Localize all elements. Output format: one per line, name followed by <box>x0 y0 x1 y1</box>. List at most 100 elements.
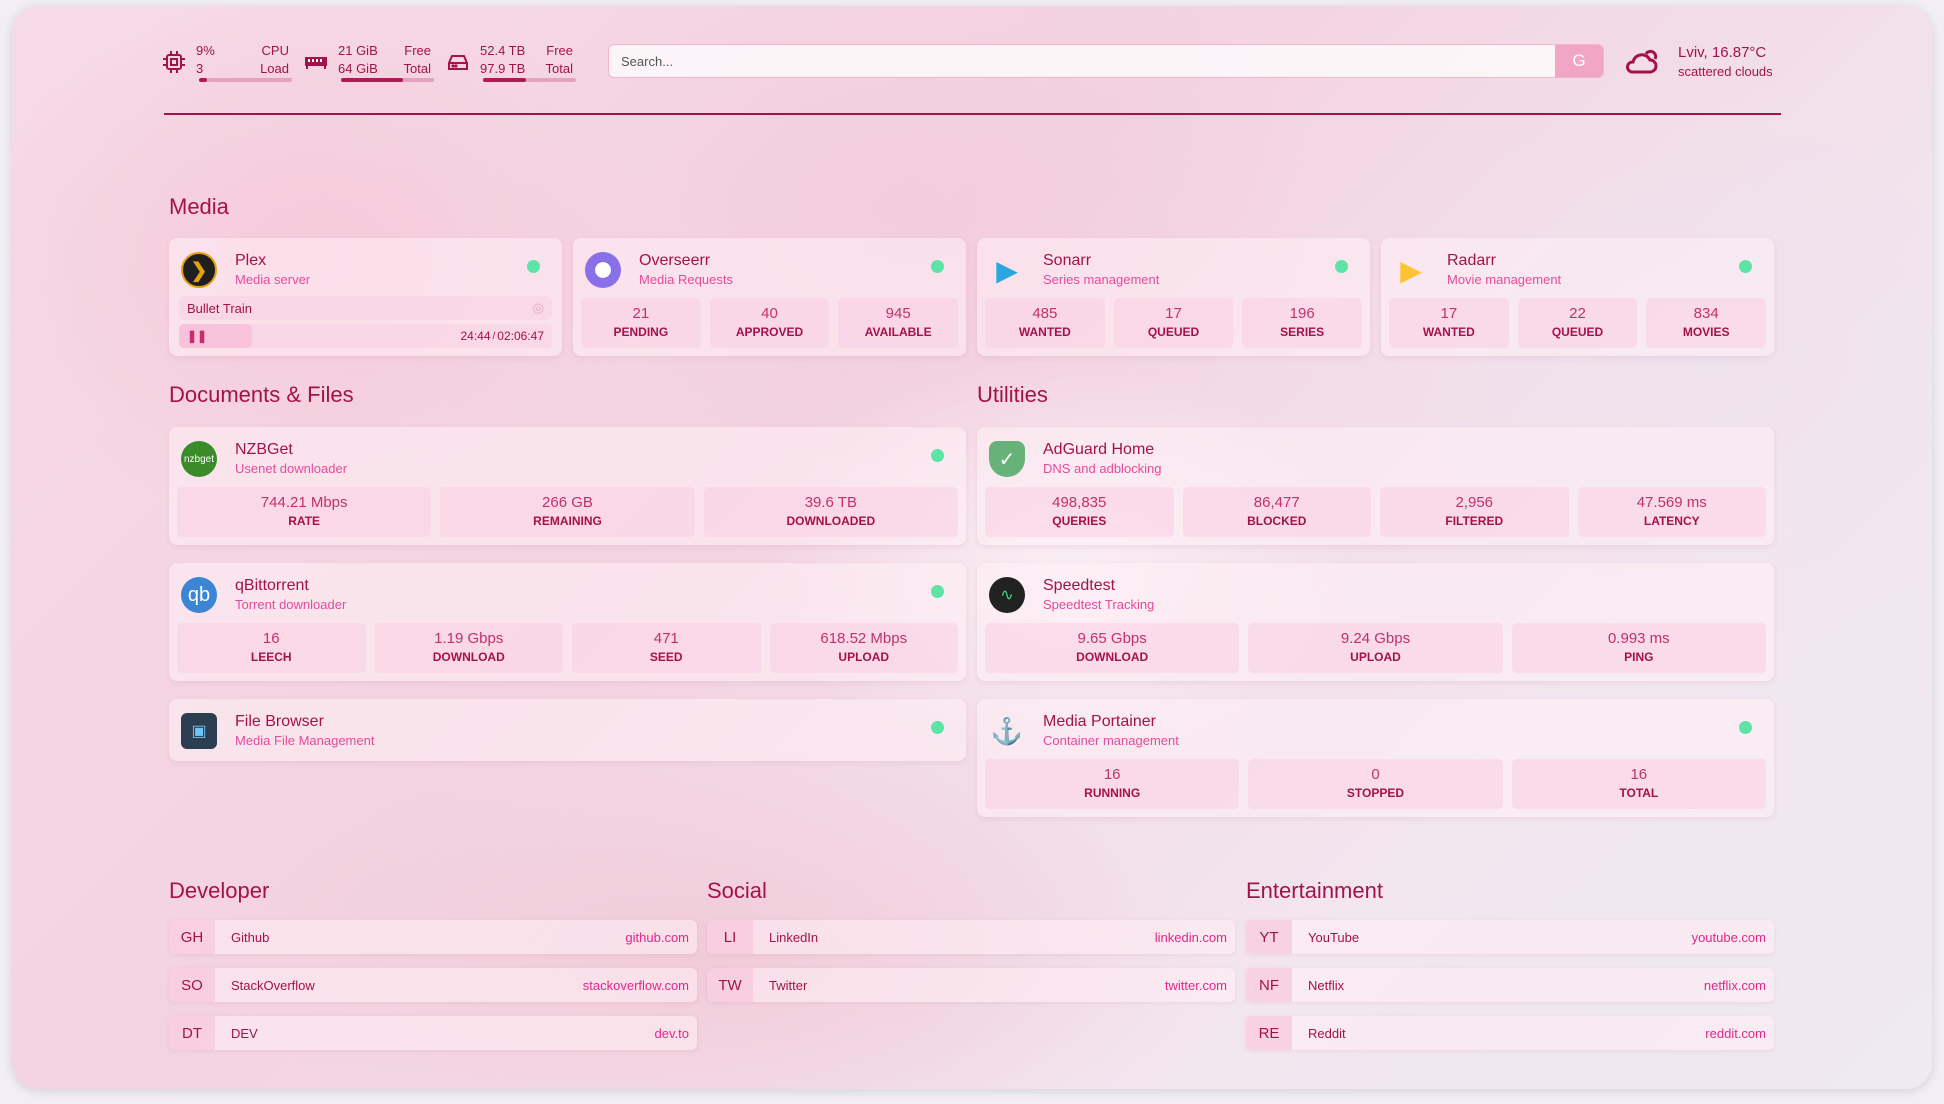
memory-widget: 21 GiB 64 GiB Free Total <box>304 42 431 78</box>
overseerr-icon <box>585 252 621 288</box>
search-provider-button[interactable]: G <box>1555 45 1603 77</box>
cpu-cores: 3 <box>196 61 204 76</box>
link-abbreviation: DT <box>169 1016 215 1050</box>
cpu-bar-fill <box>199 78 208 82</box>
service-title[interactable]: Radarr <box>1447 252 1496 269</box>
stat-queries: 498,835 QUERIES <box>985 487 1174 537</box>
service-card-adguard-home[interactable]: ✓ AdGuard Home DNS and adblocking 498,835 QU… <box>977 427 1774 545</box>
now-playing-row[interactable]: Bullet Train ◎ <box>179 296 552 320</box>
stat-label: PING <box>1624 650 1654 664</box>
service-description: Movie management <box>1447 272 1562 287</box>
service-stats: 744.21 Mbps RATE 266 GB REMAINING 39.6 TB DOW… <box>177 487 958 537</box>
cast-icon[interactable]: ◎ <box>532 300 544 315</box>
service-title[interactable]: NZBGet <box>235 441 293 458</box>
stat-queued: 22 QUEUED <box>1517 298 1638 348</box>
service-card-file-browser[interactable]: ▣ File Browser Media File Management <box>169 699 966 761</box>
service-stats: 9.65 Gbps DOWNLOAD 9.24 Gbps UPLOAD 0.993 ms… <box>985 623 1766 673</box>
section-title-media: Media <box>169 194 229 219</box>
service-title[interactable]: AdGuard Home <box>1043 441 1155 458</box>
link-twitter[interactable]: TW Twitter twitter.com <box>707 968 1235 1002</box>
link-abbreviation: NF <box>1246 968 1292 1002</box>
stat-label: WANTED <box>1018 325 1071 339</box>
search-input[interactable] <box>609 45 1555 77</box>
link-url[interactable]: stackoverflow.com <box>582 977 689 993</box>
stat-label: UPLOAD <box>838 650 890 664</box>
status-indicator <box>931 260 944 273</box>
link-reddit[interactable]: RE Reddit reddit.com <box>1246 1016 1774 1050</box>
link-url[interactable]: reddit.com <box>1705 1025 1766 1041</box>
cpu-value: 9% <box>196 43 215 58</box>
qbittorrent-icon: qb <box>181 577 217 613</box>
service-title[interactable]: Overseerr <box>639 252 711 269</box>
stat-value: 196 <box>1289 305 1315 322</box>
stat-running: 16 RUNNING <box>985 759 1240 809</box>
link-dev[interactable]: DT DEV dev.to <box>169 1016 697 1050</box>
memory-icon <box>305 57 327 69</box>
link-url[interactable]: dev.to <box>654 1025 689 1041</box>
link-url[interactable]: youtube.com <box>1691 929 1766 945</box>
stat-leech: 16 LEECH <box>177 623 366 673</box>
service-card-plex[interactable]: ❯ Plex Media server Bullet Train ◎ ❚❚ 24:44/02… <box>169 238 562 356</box>
link-name: Github <box>231 929 270 945</box>
link-stackoverflow[interactable]: SO StackOverflow stackoverflow.com <box>169 968 697 1002</box>
stat-label: RATE <box>288 514 321 528</box>
memory-bar <box>341 78 434 82</box>
cpu-sublabel: Load <box>260 61 289 76</box>
service-title[interactable]: File Browser <box>235 713 324 730</box>
link-url[interactable]: github.com <box>625 929 689 945</box>
service-card-sonarr[interactable]: ▶ Sonarr Series management 485 WANTED 17 QUEUE… <box>977 238 1370 356</box>
cloud-sun-icon <box>1625 49 1658 74</box>
plex-icon: ❯ <box>181 252 217 288</box>
service-title[interactable]: Sonarr <box>1043 252 1092 269</box>
link-url[interactable]: netflix.com <box>1703 977 1766 993</box>
link-name: DEV <box>231 1025 258 1041</box>
portainer-icon: ⚓ <box>990 715 1024 746</box>
service-card-radarr[interactable]: ▶ Radarr Movie management 17 WANTED 22 QUEUED 8… <box>1381 238 1774 356</box>
playback-progress <box>179 324 252 348</box>
filebrowser-icon: ▣ <box>181 713 217 749</box>
stat-value: 9.24 Gbps <box>1340 630 1411 647</box>
service-card-speedtest[interactable]: ∿ Speedtest Speedtest Tracking 9.65 Gbps DOW… <box>977 563 1774 681</box>
service-stats: 16 RUNNING 0 STOPPED 16 TOTAL <box>985 759 1766 809</box>
service-stats: 17 WANTED 22 QUEUED 834 MOVIES <box>1389 298 1767 348</box>
service-card-media-portainer[interactable]: ⚓ Media Portainer Container management 16 RU… <box>977 699 1774 817</box>
stat-value: 16 <box>262 630 280 647</box>
status-indicator <box>931 721 944 734</box>
section-title-entertainment: Entertainment <box>1246 878 1383 903</box>
service-description: Usenet downloader <box>235 461 348 476</box>
link-url[interactable]: twitter.com <box>1164 977 1227 993</box>
link-abbreviation: SO <box>169 968 215 1002</box>
weather-location-temp: Lviv, 16.87°C <box>1678 44 1767 61</box>
speedtest-icon: ∿ <box>989 577 1025 613</box>
link-netflix[interactable]: NF Netflix netflix.com <box>1246 968 1774 1002</box>
stat-label: DOWNLOADED <box>786 514 876 528</box>
service-title[interactable]: Plex <box>235 252 267 269</box>
service-title[interactable]: Speedtest <box>1043 577 1116 594</box>
memory-label: Free <box>404 43 431 58</box>
stat-upload: 618.52 Mbps UPLOAD <box>769 623 958 673</box>
service-title[interactable]: qBittorrent <box>235 577 309 594</box>
header-divider <box>164 113 1781 115</box>
stat-blocked: 86,477 BLOCKED <box>1182 487 1371 537</box>
stat-label: RUNNING <box>1084 786 1141 800</box>
pause-icon[interactable]: ❚❚ <box>187 329 208 343</box>
link-name: Twitter <box>769 977 808 993</box>
service-stats: 21 PENDING 40 APPROVED 945 AVAILABLE <box>581 298 959 348</box>
service-card-qbittorrent[interactable]: qb qBittorrent Torrent downloader 16 LEECH 1.… <box>169 563 966 681</box>
service-card-nzbget[interactable]: nzbget NZBGet Usenet downloader 744.21 Mbps… <box>169 427 966 545</box>
memory-sublabel: Total <box>403 61 431 76</box>
stat-value: 0.993 ms <box>1607 630 1670 647</box>
dashboard-window: 9% 3 CPU Load 21 GiB 64 GiB Free Total 52.4 … <box>12 6 1932 1089</box>
service-title[interactable]: Media Portainer <box>1043 713 1156 730</box>
stat-label: STOPPED <box>1346 786 1405 800</box>
status-indicator <box>1335 260 1348 273</box>
stat-label: BLOCKED <box>1247 514 1307 528</box>
service-description: Speedtest Tracking <box>1043 597 1155 612</box>
stat-value: 618.52 Mbps <box>820 630 908 647</box>
link-linkedin[interactable]: LI LinkedIn linkedin.com <box>707 920 1235 954</box>
link-github[interactable]: GH Github github.com <box>169 920 697 954</box>
link-url[interactable]: linkedin.com <box>1154 929 1227 945</box>
stat-value: 47.569 ms <box>1636 494 1707 511</box>
link-youtube[interactable]: YT YouTube youtube.com <box>1246 920 1774 954</box>
service-card-overseerr[interactable]: Overseerr Media Requests 21 PENDING 40 APPROV… <box>573 238 966 356</box>
